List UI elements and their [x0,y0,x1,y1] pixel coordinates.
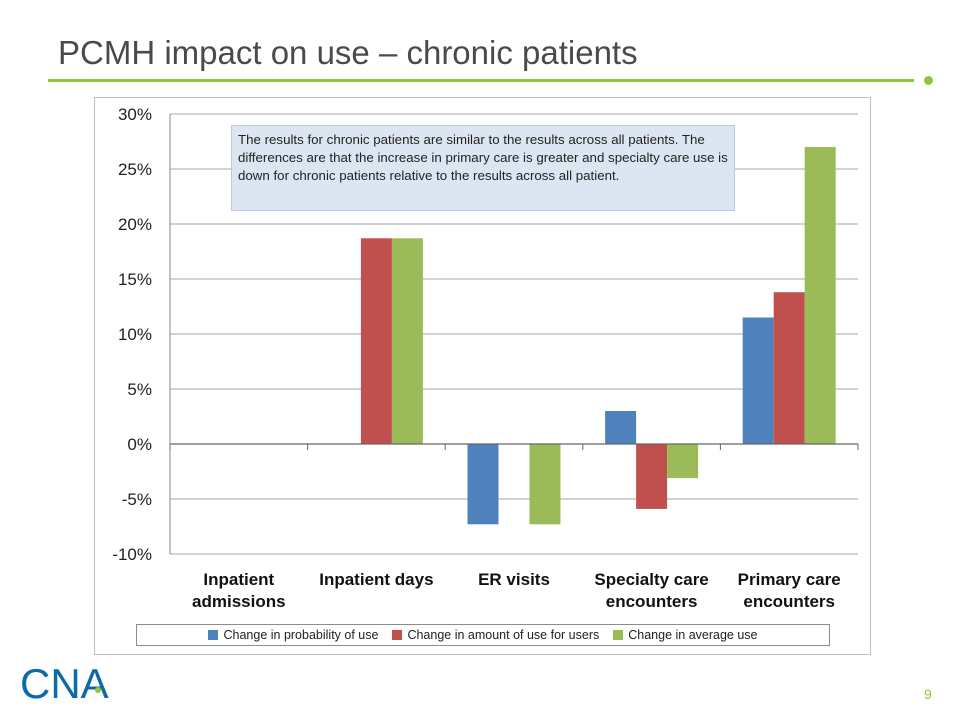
legend-swatch [208,630,219,640]
y-tick-label: -5% [122,490,152,509]
legend-swatch [613,630,624,640]
bar [605,411,637,444]
x-tick-label: Inpatient days [319,570,433,589]
chart-annotation: The results for chronic patients are sim… [231,125,735,211]
legend-label: Change in average use [628,628,758,642]
slide-title: PCMH impact on use – chronic patients [58,34,638,71]
logo-text: CNA [20,660,109,704]
legend-item-average: Change in average use [613,628,758,642]
y-tick-label: 30% [118,105,152,124]
bar [742,317,774,444]
title-rule [48,79,914,82]
cna-logo-icon: CNA [20,660,109,704]
legend-label: Change in probability of use [223,628,379,642]
legend-item-amount: Change in amount of use for users [392,628,599,642]
bar [667,444,699,479]
x-tick-label: admissions [192,592,286,611]
y-tick-label: 20% [118,215,152,234]
y-tick-label: 25% [118,160,152,179]
bar [391,238,423,444]
legend-swatch [392,630,403,640]
bar [360,238,392,444]
x-tick-label: Primary care [738,570,841,589]
legend-label: Change in amount of use for users [407,628,600,642]
x-tick-label: ER visits [478,570,550,589]
bar [467,444,499,525]
page-number: 9 [924,686,932,702]
bar [636,444,668,509]
logo-dot [95,687,101,693]
bar [804,147,836,444]
y-tick-label: 0% [127,435,152,454]
x-tick-label: Inpatient [203,570,274,589]
bar [773,292,805,444]
cna-logo: CNA [20,660,120,704]
y-tick-label: 15% [118,270,152,289]
y-tick-label: -10% [112,545,152,564]
y-tick-label: 5% [127,380,152,399]
title-dot [924,76,933,85]
x-tick-label: encounters [606,592,698,611]
chart-legend: Change in probability of use Change in a… [136,624,830,646]
x-tick-label: encounters [743,592,835,611]
bar [529,444,561,525]
legend-item-probability: Change in probability of use [208,628,378,642]
x-tick-label: Specialty care [594,570,708,589]
y-tick-label: 10% [118,325,152,344]
